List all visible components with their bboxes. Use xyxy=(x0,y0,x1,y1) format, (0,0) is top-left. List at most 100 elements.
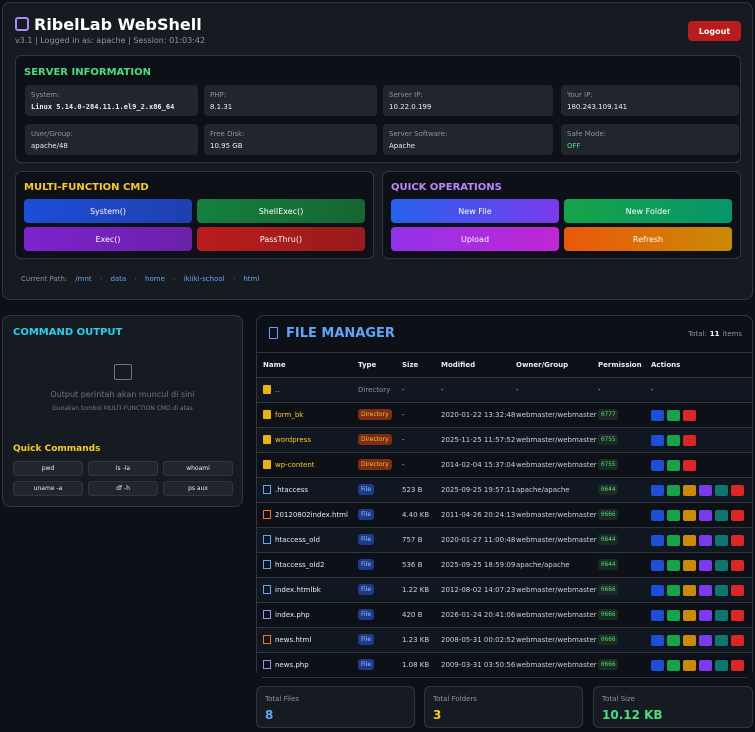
file-name[interactable]: news.html xyxy=(275,636,312,644)
action-button[interactable]: System() xyxy=(24,199,192,223)
file-row[interactable]: .. Directory - - - - - xyxy=(257,377,752,402)
action-icon[interactable] xyxy=(699,560,712,571)
action-icon[interactable] xyxy=(731,635,744,646)
action-icon[interactable] xyxy=(667,660,680,671)
action-icon[interactable] xyxy=(699,660,712,671)
action-icon[interactable] xyxy=(731,610,744,621)
action-icon[interactable] xyxy=(699,635,712,646)
file-row[interactable]: index.htmlbk File 1.22 KB 2012-08-02 14:07:… xyxy=(257,577,752,602)
action-icon[interactable] xyxy=(683,585,696,596)
action-icon[interactable] xyxy=(683,410,696,421)
action-button[interactable]: New Folder xyxy=(564,199,732,223)
file-row[interactable]: 20120802index.html File 4.40 KB 2011-04-26 … xyxy=(257,502,752,527)
file-name[interactable]: form_bk xyxy=(275,411,304,419)
file-name[interactable]: 20120802index.html xyxy=(275,511,348,519)
action-icon[interactable] xyxy=(699,535,712,546)
action-icon[interactable] xyxy=(667,510,680,521)
action-icon[interactable] xyxy=(715,585,728,596)
action-icon[interactable] xyxy=(667,460,680,471)
action-icon[interactable] xyxy=(699,610,712,621)
action-icon[interactable] xyxy=(667,585,680,596)
action-icon[interactable] xyxy=(715,635,728,646)
action-icon[interactable] xyxy=(715,485,728,496)
file-name[interactable]: news.php xyxy=(275,661,309,669)
action-icon[interactable] xyxy=(683,435,696,446)
action-icon[interactable] xyxy=(667,635,680,646)
action-icon[interactable] xyxy=(651,535,664,546)
action-icon[interactable] xyxy=(715,535,728,546)
action-icon[interactable] xyxy=(651,410,664,421)
action-icon[interactable] xyxy=(651,460,664,471)
action-icon[interactable] xyxy=(731,485,744,496)
file-row[interactable]: .htaccess File 523 B 2025-09-25 19:57:11 apa… xyxy=(257,477,752,502)
file-name[interactable]: htaccess_old xyxy=(275,536,320,544)
action-icon[interactable] xyxy=(667,535,680,546)
file-row[interactable]: htaccess_old File 757 B 2020-01-27 11:00:48… xyxy=(257,527,752,552)
action-icon[interactable] xyxy=(667,435,680,446)
path-part[interactable]: ikiiki-school xyxy=(183,275,225,283)
action-icon[interactable] xyxy=(731,560,744,571)
action-button[interactable]: New File xyxy=(391,199,559,223)
action-icon[interactable] xyxy=(651,560,664,571)
action-button[interactable]: PassThru() xyxy=(197,227,365,251)
action-button[interactable]: Refresh xyxy=(564,227,732,251)
action-icon[interactable] xyxy=(715,660,728,671)
quick-command[interactable]: pwd xyxy=(13,461,83,476)
action-icon[interactable] xyxy=(699,585,712,596)
path-part[interactable]: home xyxy=(145,275,165,283)
file-row[interactable]: news.html File 1.23 KB 2008-05-31 00:02:52 w… xyxy=(257,627,752,652)
quick-command[interactable]: whoami xyxy=(163,461,233,476)
action-icon[interactable] xyxy=(683,460,696,471)
action-icon[interactable] xyxy=(699,510,712,521)
action-button[interactable]: Exec() xyxy=(24,227,192,251)
path-part[interactable]: data xyxy=(110,275,127,283)
file-name[interactable]: index.php xyxy=(275,611,310,619)
quick-command[interactable]: uname -a xyxy=(13,481,83,496)
file-name[interactable]: htaccess_old2 xyxy=(275,561,325,569)
action-icon[interactable] xyxy=(715,510,728,521)
action-icon[interactable] xyxy=(715,560,728,571)
action-button[interactable]: ShellExec() xyxy=(197,199,365,223)
file-name[interactable]: wp-content xyxy=(275,461,315,469)
action-icon[interactable] xyxy=(651,635,664,646)
action-icon[interactable] xyxy=(683,485,696,496)
action-icon[interactable] xyxy=(715,610,728,621)
action-icon[interactable] xyxy=(651,610,664,621)
quick-command[interactable]: ps aux xyxy=(163,481,233,496)
action-icon[interactable] xyxy=(651,510,664,521)
action-icon[interactable] xyxy=(731,660,744,671)
file-name[interactable]: wordpress xyxy=(275,436,311,444)
file-row[interactable]: news.php File 1.08 KB 2009-03-31 03:50:56 we… xyxy=(257,652,752,677)
action-icon[interactable] xyxy=(667,560,680,571)
action-button[interactable]: Upload xyxy=(391,227,559,251)
action-icon[interactable] xyxy=(651,585,664,596)
action-icon[interactable] xyxy=(683,610,696,621)
action-icon[interactable] xyxy=(651,435,664,446)
action-icon[interactable] xyxy=(731,535,744,546)
path-part[interactable]: html xyxy=(243,275,260,283)
file-name[interactable]: .htaccess xyxy=(275,486,308,494)
quick-command[interactable]: ls -la xyxy=(88,461,158,476)
file-row[interactable]: htaccess_old2 File 536 B 2025-09-25 18:59:0… xyxy=(257,552,752,577)
action-icon[interactable] xyxy=(651,485,664,496)
file-row[interactable]: wp-content Directory - 2014-02-04 15:37:04 w… xyxy=(257,452,752,477)
action-icon[interactable] xyxy=(683,510,696,521)
file-name[interactable]: index.htmlbk xyxy=(275,586,321,594)
action-icon[interactable] xyxy=(667,610,680,621)
quick-command[interactable]: df -h xyxy=(88,481,158,496)
action-icon[interactable] xyxy=(667,485,680,496)
logout-button[interactable]: Logout xyxy=(688,21,741,41)
action-icon[interactable] xyxy=(731,585,744,596)
file-row[interactable]: form_bk Directory - 2020-01-22 13:32:48 webm… xyxy=(257,402,752,427)
path-part[interactable]: /mnt xyxy=(75,275,92,283)
action-icon[interactable] xyxy=(651,660,664,671)
action-icon[interactable] xyxy=(683,635,696,646)
file-row[interactable]: wordpress Directory - 2025-11-25 11:57:52 we… xyxy=(257,427,752,452)
action-icon[interactable] xyxy=(699,485,712,496)
file-name[interactable]: .. xyxy=(275,386,280,394)
action-icon[interactable] xyxy=(683,560,696,571)
action-icon[interactable] xyxy=(683,660,696,671)
action-icon[interactable] xyxy=(683,535,696,546)
file-row[interactable]: index.php File 420 B 2026-01-24 20:41:06 web… xyxy=(257,602,752,627)
action-icon[interactable] xyxy=(731,510,744,521)
